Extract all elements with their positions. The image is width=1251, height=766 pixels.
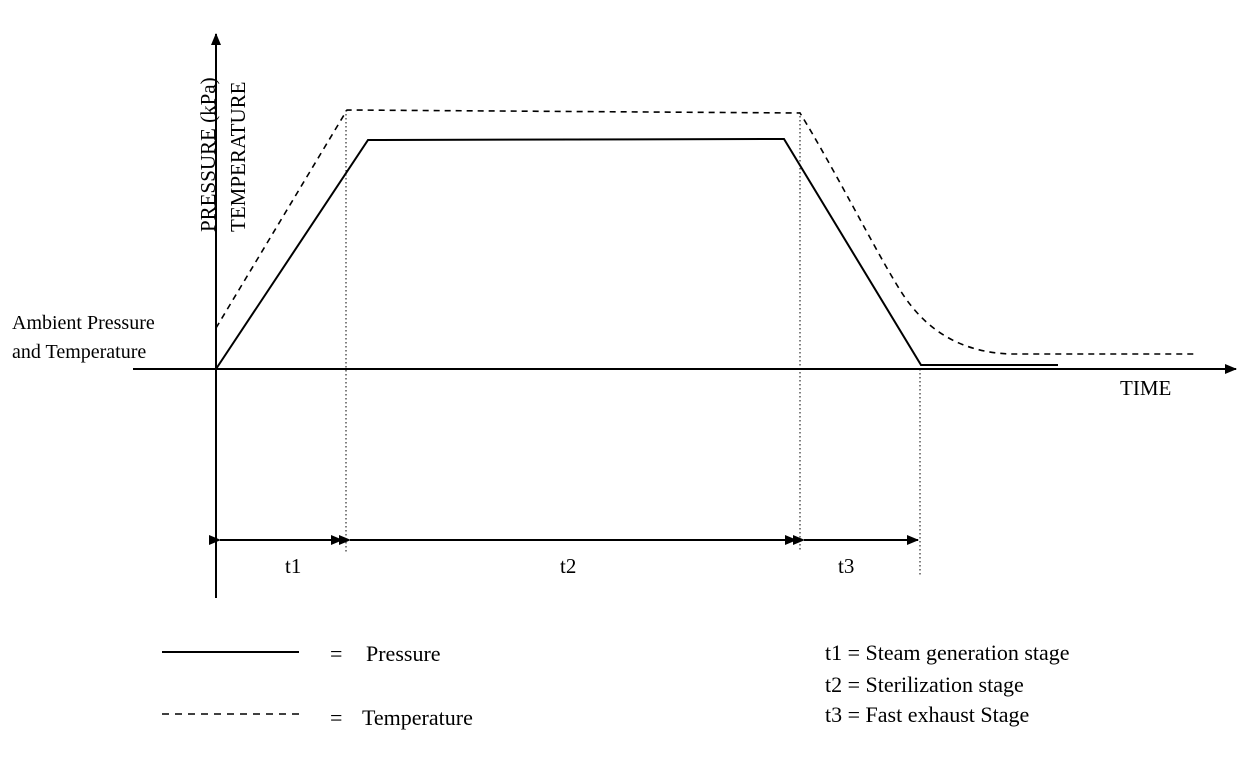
legend-t2-description: t2 = Sterilization stage: [825, 672, 1024, 697]
y-axis-label-pressure: PRESSURE (kPa): [196, 77, 220, 232]
t2-label: t2: [560, 554, 576, 578]
x-axis-label: TIME: [1120, 376, 1171, 400]
legend-t1-description: t1 = Steam generation stage: [825, 640, 1070, 665]
legend-pressure-equals: =: [330, 641, 342, 666]
pressure-curve: [215, 137, 1058, 370]
legend-t3-description: t3 = Fast exhaust Stage: [825, 702, 1029, 727]
t1-label: t1: [285, 554, 301, 578]
legend-temperature-equals: =: [330, 705, 342, 730]
y-axis-label-temperature: TEMPERATURE: [226, 81, 250, 232]
legend-pressure-label: Pressure: [366, 641, 441, 666]
temperature-curve: [215, 109, 1195, 355]
ambient-label-line-2: and Temperature: [12, 341, 146, 363]
t3-label: t3: [838, 554, 854, 578]
legend-temperature-label: Temperature: [362, 705, 473, 730]
ambient-label-line-1: Ambient Pressure: [12, 312, 155, 334]
